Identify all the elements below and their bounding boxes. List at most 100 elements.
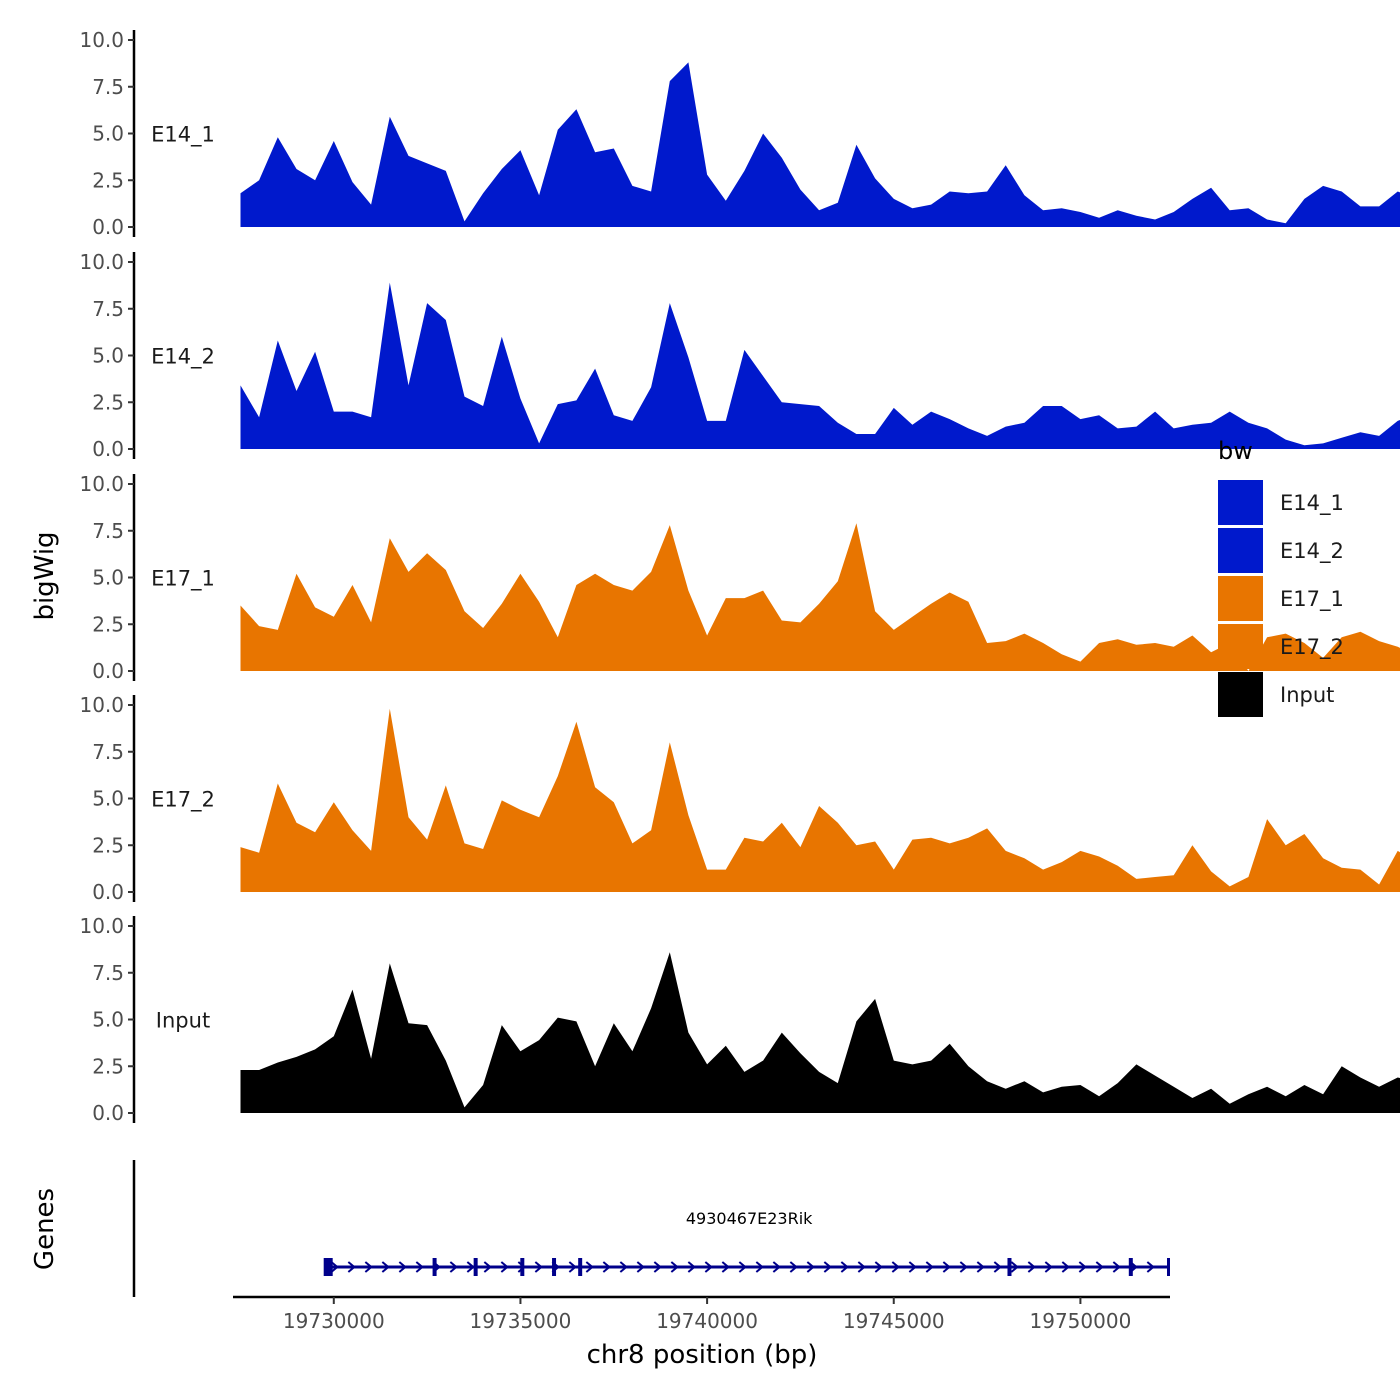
coverage-area	[240, 952, 1400, 1113]
x-tick-label: 19740000	[656, 1309, 758, 1333]
y-tick-label: 7.5	[92, 519, 124, 543]
strand-arrow	[670, 1261, 679, 1273]
y-axis-title: bigWig	[30, 531, 60, 620]
genes-panel: 4930467E23Rik	[132, 1160, 1170, 1297]
y-tick-label: 10.0	[79, 250, 124, 274]
legend-label: E17_2	[1280, 635, 1344, 660]
strand-arrow	[1061, 1261, 1070, 1273]
y-tick-label: 5.0	[92, 787, 124, 811]
strand-arrow	[1078, 1261, 1087, 1273]
strand-arrow	[1044, 1261, 1053, 1273]
track-panel-input: 0.0 2.5 5.0 7.5 10.0 Input	[79, 914, 1400, 1125]
y-tick-label: 0.0	[92, 437, 124, 461]
strand-arrow	[687, 1261, 696, 1273]
track-label: E14_1	[151, 123, 215, 148]
genes-panel-title: Genes	[30, 1188, 60, 1270]
strand-arrow	[704, 1261, 713, 1273]
legend-label: E14_2	[1280, 539, 1344, 564]
strand-arrow	[1010, 1261, 1019, 1273]
x-tick-label: 19735000	[470, 1309, 572, 1333]
track-label: E14_2	[151, 345, 215, 370]
strand-arrow	[636, 1261, 645, 1273]
strand-arrow	[1027, 1261, 1036, 1273]
y-tick-label: 7.5	[92, 740, 124, 764]
strand-arrow	[857, 1261, 866, 1273]
strand-arrow	[925, 1261, 934, 1273]
y-tick-label: 10.0	[79, 693, 124, 717]
coverage-area	[240, 523, 1400, 671]
gene-exon	[1007, 1258, 1012, 1276]
y-tick-label: 10.0	[79, 28, 124, 52]
legend: bw E14_1 E14_2 E17_1 E17_2 Input	[1218, 437, 1344, 717]
y-tick-label: 0.0	[92, 880, 124, 904]
legend-label: E14_1	[1280, 491, 1344, 516]
legend-swatch	[1218, 672, 1263, 717]
y-tick-label: 5.0	[92, 1008, 124, 1032]
track-panel-e17-1: 0.0 2.5 5.0 7.5 10.0 E17_1	[79, 472, 1400, 683]
strand-arrow	[908, 1261, 917, 1273]
strand-arrow	[415, 1261, 424, 1273]
strand-arrow	[1112, 1261, 1121, 1273]
strand-arrow	[381, 1261, 390, 1273]
strand-arrow	[653, 1261, 662, 1273]
gene-exon	[323, 1258, 333, 1276]
track-panel-e17-2: 0.0 2.5 5.0 7.5 10.0 E17_2	[79, 693, 1400, 904]
y-tick-label: 5.0	[92, 566, 124, 590]
strand-arrow	[585, 1261, 594, 1273]
strand-arrow	[568, 1261, 577, 1273]
y-tick-label: 5.0	[92, 122, 124, 146]
legend-swatch	[1218, 528, 1263, 573]
coverage-area	[240, 282, 1400, 449]
legend-swatch	[1218, 624, 1263, 669]
strand-arrow	[993, 1261, 1002, 1273]
strand-arrow	[823, 1261, 832, 1273]
y-tick-label: 2.5	[92, 612, 124, 636]
y-tick-label: 10.0	[79, 914, 124, 938]
y-tick-label: 7.5	[92, 961, 124, 985]
legend-swatch	[1218, 576, 1263, 621]
coverage-area	[240, 62, 1400, 227]
strand-arrow	[738, 1261, 747, 1273]
strand-arrow	[840, 1261, 849, 1273]
gene-name-label: 4930467E23Rik	[686, 1209, 813, 1228]
gene-exon	[432, 1258, 437, 1276]
y-tick-label: 2.5	[92, 390, 124, 414]
strand-arrow	[976, 1261, 985, 1273]
track-panel-e14-2: 0.0 2.5 5.0 7.5 10.0 E14_2	[79, 250, 1400, 461]
legend-title: bw	[1218, 437, 1253, 465]
strand-arrow	[789, 1261, 798, 1273]
y-tick-label: 2.5	[92, 168, 124, 192]
strand-arrow	[500, 1261, 509, 1273]
legend-label: E17_1	[1280, 587, 1344, 612]
strand-arrow	[874, 1261, 883, 1273]
strand-arrow	[483, 1261, 492, 1273]
x-axis: 19730000 19735000 19740000 19745000 19750000	[233, 1295, 1170, 1333]
y-tick-label: 2.5	[92, 833, 124, 857]
y-tick-label: 0.0	[92, 659, 124, 683]
strand-arrow	[1146, 1261, 1155, 1273]
strand-arrow	[942, 1261, 951, 1273]
x-tick-label: 19745000	[843, 1309, 945, 1333]
legend-label: Input	[1280, 683, 1334, 707]
coverage-area	[240, 708, 1400, 892]
strand-arrow	[330, 1261, 339, 1273]
strand-arrow	[398, 1261, 407, 1273]
strand-arrow	[755, 1261, 764, 1273]
gene-exon	[1167, 1258, 1170, 1276]
gene-exon	[578, 1258, 583, 1276]
strand-arrow	[466, 1261, 475, 1273]
x-axis-title: chr8 position (bp)	[587, 1340, 818, 1370]
strand-arrow	[449, 1261, 458, 1273]
strand-arrow	[364, 1261, 373, 1273]
y-tick-label: 5.0	[92, 344, 124, 368]
y-tick-label: 0.0	[92, 215, 124, 239]
y-tick-label: 2.5	[92, 1054, 124, 1078]
strand-arrow	[534, 1261, 543, 1273]
track-label: Input	[156, 1009, 210, 1033]
coverage-tracks: 0.0 2.5 5.0 7.5 10.0 E14_1 0.0 2.5 5.0 7.5 10.0 E14…	[79, 28, 1400, 1125]
track-label: E17_1	[151, 567, 215, 592]
track-label: E17_2	[151, 788, 215, 813]
gene-exon	[520, 1258, 525, 1276]
